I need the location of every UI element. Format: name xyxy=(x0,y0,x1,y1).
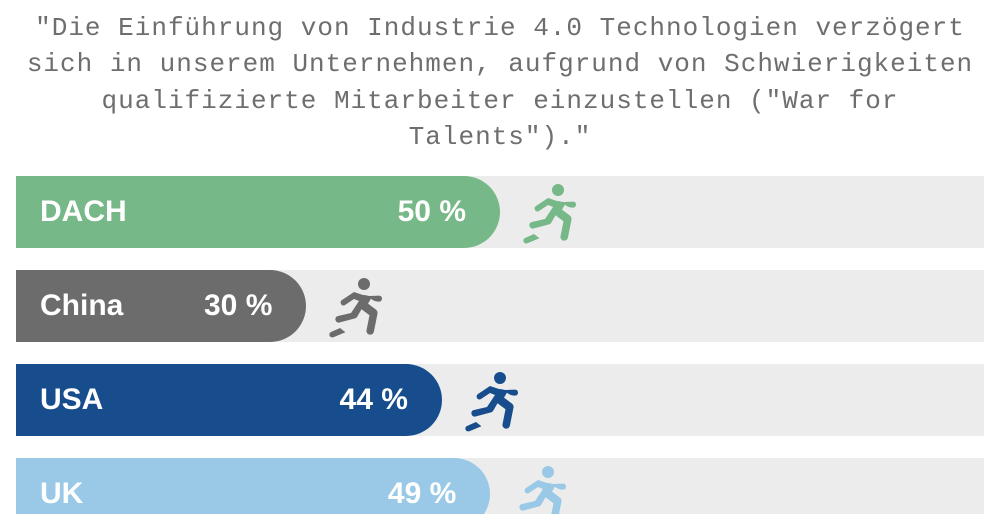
bar-chart: DACH 50 % China 30 % USA 44 % xyxy=(0,156,1000,514)
bar-value: 30 % xyxy=(204,289,272,323)
bar-label: China xyxy=(40,289,123,323)
bar-dach: DACH 50 % xyxy=(16,176,500,248)
bar-value: 49 % xyxy=(388,477,456,511)
bar-row: UK 49 % xyxy=(16,458,984,514)
bar-value: 50 % xyxy=(398,195,466,229)
runner-icon xyxy=(514,180,578,244)
bar-row: USA 44 % xyxy=(16,364,984,436)
chart-title: "Die Einführung von Industrie 4.0 Techno… xyxy=(0,0,1000,156)
bar-label: USA xyxy=(40,383,103,417)
runner-icon xyxy=(320,274,384,338)
runner-icon xyxy=(456,368,520,432)
runner-icon xyxy=(504,462,568,514)
bar-label: DACH xyxy=(40,195,127,229)
bar-usa: USA 44 % xyxy=(16,364,442,436)
bar-label: UK xyxy=(40,477,83,511)
bar-row: DACH 50 % xyxy=(16,176,984,248)
bar-value: 44 % xyxy=(340,383,408,417)
bar-china: China 30 % xyxy=(16,270,306,342)
bar-row: China 30 % xyxy=(16,270,984,342)
bar-uk: UK 49 % xyxy=(16,458,490,514)
